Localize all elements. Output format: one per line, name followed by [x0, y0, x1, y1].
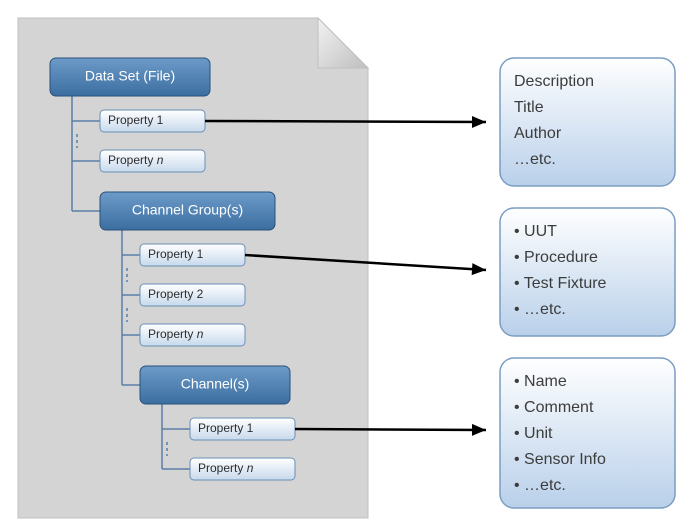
svg-text:Property 1: Property 1	[148, 247, 204, 261]
svg-text:• …etc.: • …etc.	[514, 477, 566, 494]
arrow-0	[205, 121, 486, 122]
svg-text:Author: Author	[514, 125, 562, 142]
svg-text:• Procedure: • Procedure	[514, 249, 598, 266]
svg-text:Property 1: Property 1	[198, 421, 254, 435]
svg-text:• …etc.: • …etc.	[514, 301, 566, 318]
diagram-canvas: Data Set (File) Property 1 Property n Chann…	[0, 0, 700, 531]
arrow-head-0	[472, 116, 486, 128]
svg-text:Channel Group(s): Channel Group(s)	[132, 202, 243, 218]
svg-text:• Unit: • Unit	[514, 425, 553, 442]
svg-text:• Test Fixture: • Test Fixture	[514, 275, 607, 292]
arrow-head-1	[472, 263, 486, 275]
svg-text:Description: Description	[514, 73, 594, 90]
svg-text:Data Set (File): Data Set (File)	[85, 68, 175, 84]
svg-text:Property 2: Property 2	[148, 287, 204, 301]
svg-text:• UUT: • UUT	[514, 223, 557, 240]
svg-text:• Comment: • Comment	[514, 399, 594, 416]
arrow-head-2	[472, 424, 486, 436]
svg-text:Property 1: Property 1	[108, 113, 164, 127]
svg-text:• Name: • Name	[514, 373, 567, 390]
svg-text:…etc.: …etc.	[514, 151, 556, 168]
svg-text:Property n: Property n	[148, 327, 204, 341]
svg-text:Property n: Property n	[108, 153, 164, 167]
svg-text:Property n: Property n	[198, 461, 254, 475]
arrow-2	[295, 429, 486, 430]
page-fold	[318, 18, 368, 68]
svg-text:Title: Title	[514, 99, 544, 116]
svg-text:Channel(s): Channel(s)	[181, 376, 249, 392]
svg-text:• Sensor Info: • Sensor Info	[514, 451, 606, 468]
